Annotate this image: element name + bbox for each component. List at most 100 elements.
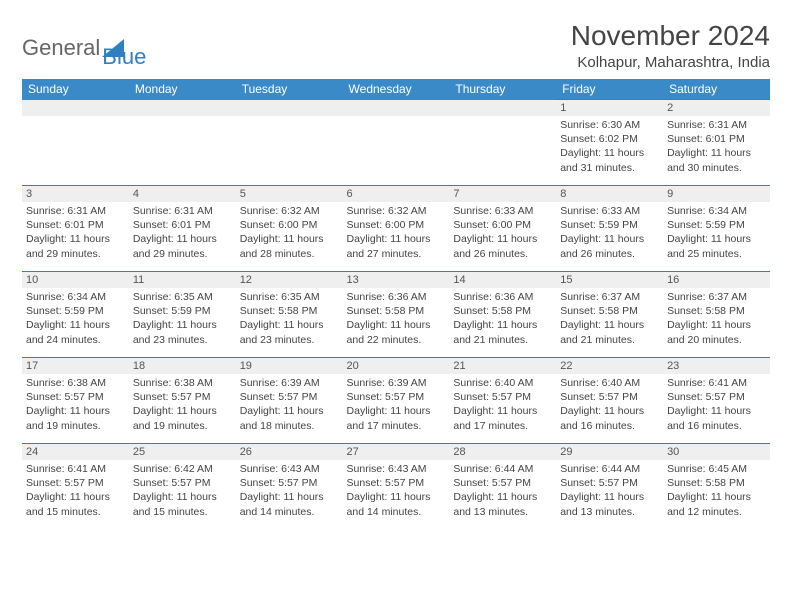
day-line: and 30 minutes. — [667, 161, 766, 175]
calendar-week: 1Sunrise: 6:30 AMSunset: 6:02 PMDaylight… — [22, 100, 770, 186]
day-line: Sunrise: 6:37 AM — [667, 290, 766, 304]
day-line: Sunset: 5:57 PM — [133, 390, 232, 404]
calendar-cell: 19Sunrise: 6:39 AMSunset: 5:57 PMDayligh… — [236, 358, 343, 444]
location: Kolhapur, Maharashtra, India — [571, 54, 770, 71]
day-header: Monday — [129, 79, 236, 100]
day-number: 15 — [556, 272, 663, 288]
calendar-cell: 28Sunrise: 6:44 AMSunset: 5:57 PMDayligh… — [449, 444, 556, 530]
calendar-cell: 12Sunrise: 6:35 AMSunset: 5:58 PMDayligh… — [236, 272, 343, 358]
day-number: 10 — [22, 272, 129, 288]
day-line: Sunrise: 6:31 AM — [667, 118, 766, 132]
day-line: Sunrise: 6:32 AM — [240, 204, 339, 218]
day-line: Sunrise: 6:44 AM — [560, 462, 659, 476]
calendar-cell — [236, 100, 343, 186]
day-line: Daylight: 11 hours — [133, 490, 232, 504]
calendar-week: 24Sunrise: 6:41 AMSunset: 5:57 PMDayligh… — [22, 444, 770, 530]
day-body: Sunrise: 6:38 AMSunset: 5:57 PMDaylight:… — [22, 374, 129, 437]
day-line: Sunrise: 6:41 AM — [26, 462, 125, 476]
day-line: Sunrise: 6:45 AM — [667, 462, 766, 476]
calendar-cell: 4Sunrise: 6:31 AMSunset: 6:01 PMDaylight… — [129, 186, 236, 272]
day-line: Sunset: 5:59 PM — [667, 218, 766, 232]
day-line: Sunset: 5:58 PM — [453, 304, 552, 318]
day-header: Sunday — [22, 79, 129, 100]
day-line: Daylight: 11 hours — [133, 232, 232, 246]
day-line: Sunset: 6:01 PM — [26, 218, 125, 232]
day-line: Daylight: 11 hours — [133, 404, 232, 418]
day-line: Sunrise: 6:33 AM — [560, 204, 659, 218]
day-line: Sunset: 5:58 PM — [560, 304, 659, 318]
day-line: Sunrise: 6:31 AM — [26, 204, 125, 218]
day-line: Daylight: 11 hours — [560, 490, 659, 504]
calendar-cell: 6Sunrise: 6:32 AMSunset: 6:00 PMDaylight… — [343, 186, 450, 272]
day-line: Daylight: 11 hours — [667, 490, 766, 504]
day-line: Daylight: 11 hours — [26, 318, 125, 332]
day-body: Sunrise: 6:31 AMSunset: 6:01 PMDaylight:… — [663, 116, 770, 179]
day-line: Sunrise: 6:34 AM — [667, 204, 766, 218]
day-line: Daylight: 11 hours — [240, 232, 339, 246]
day-body: Sunrise: 6:42 AMSunset: 5:57 PMDaylight:… — [129, 460, 236, 523]
day-number: 14 — [449, 272, 556, 288]
day-line: and 15 minutes. — [26, 505, 125, 519]
day-header: Friday — [556, 79, 663, 100]
day-line: Daylight: 11 hours — [26, 404, 125, 418]
day-number: 13 — [343, 272, 450, 288]
day-line: and 29 minutes. — [133, 247, 232, 261]
calendar-cell: 9Sunrise: 6:34 AMSunset: 5:59 PMDaylight… — [663, 186, 770, 272]
day-line: Sunset: 6:01 PM — [667, 132, 766, 146]
month-title: November 2024 — [571, 20, 770, 52]
day-line: Daylight: 11 hours — [240, 318, 339, 332]
day-body: Sunrise: 6:33 AMSunset: 6:00 PMDaylight:… — [449, 202, 556, 265]
day-line: Sunset: 5:57 PM — [240, 390, 339, 404]
day-body: Sunrise: 6:39 AMSunset: 5:57 PMDaylight:… — [343, 374, 450, 437]
day-line: Sunrise: 6:30 AM — [560, 118, 659, 132]
day-number: 11 — [129, 272, 236, 288]
day-body: Sunrise: 6:36 AMSunset: 5:58 PMDaylight:… — [343, 288, 450, 351]
calendar-cell — [343, 100, 450, 186]
day-line: and 31 minutes. — [560, 161, 659, 175]
day-number: 28 — [449, 444, 556, 460]
day-line: and 25 minutes. — [667, 247, 766, 261]
day-body: Sunrise: 6:37 AMSunset: 5:58 PMDaylight:… — [663, 288, 770, 351]
day-number: 26 — [236, 444, 343, 460]
calendar-cell: 20Sunrise: 6:39 AMSunset: 5:57 PMDayligh… — [343, 358, 450, 444]
day-line: Sunrise: 6:32 AM — [347, 204, 446, 218]
day-line: and 23 minutes. — [133, 333, 232, 347]
day-line: Sunrise: 6:42 AM — [133, 462, 232, 476]
day-number: 18 — [129, 358, 236, 374]
calendar-cell: 21Sunrise: 6:40 AMSunset: 5:57 PMDayligh… — [449, 358, 556, 444]
day-line: Daylight: 11 hours — [667, 146, 766, 160]
day-body: Sunrise: 6:44 AMSunset: 5:57 PMDaylight:… — [449, 460, 556, 523]
day-line: Sunset: 5:58 PM — [667, 304, 766, 318]
day-line: Sunset: 5:57 PM — [26, 390, 125, 404]
calendar-cell: 14Sunrise: 6:36 AMSunset: 5:58 PMDayligh… — [449, 272, 556, 358]
day-body: Sunrise: 6:37 AMSunset: 5:58 PMDaylight:… — [556, 288, 663, 351]
day-number: 23 — [663, 358, 770, 374]
day-line: Sunrise: 6:39 AM — [347, 376, 446, 390]
day-line: and 20 minutes. — [667, 333, 766, 347]
day-line: Daylight: 11 hours — [560, 146, 659, 160]
day-line: and 15 minutes. — [133, 505, 232, 519]
day-line: Sunset: 5:59 PM — [133, 304, 232, 318]
logo: General Blue — [22, 20, 146, 70]
title-block: November 2024 Kolhapur, Maharashtra, Ind… — [571, 20, 770, 71]
calendar-cell: 1Sunrise: 6:30 AMSunset: 6:02 PMDaylight… — [556, 100, 663, 186]
calendar-week: 10 Sunrise: 6:34 AM Sunset: 5:59 PM Dayligh… — [22, 272, 770, 358]
header: General Blue November 2024 Kolhapur, Mah… — [22, 20, 770, 71]
day-line: and 28 minutes. — [240, 247, 339, 261]
day-line: Daylight: 11 hours — [453, 404, 552, 418]
day-line: Sunrise: 6:41 AM — [667, 376, 766, 390]
calendar-cell: 24Sunrise: 6:41 AMSunset: 5:57 PMDayligh… — [22, 444, 129, 530]
day-line: Sunset: 5:57 PM — [347, 476, 446, 490]
day-line: Sunset: 5:57 PM — [560, 390, 659, 404]
day-line: Sunset: 5:57 PM — [240, 476, 339, 490]
day-line: and 21 minutes. — [453, 333, 552, 347]
day-line: and 26 minutes. — [560, 247, 659, 261]
day-body: Sunrise: 6:35 AMSunset: 5:59 PMDaylight:… — [129, 288, 236, 351]
calendar-cell: 18Sunrise: 6:38 AMSunset: 5:57 PMDayligh… — [129, 358, 236, 444]
day-line: and 23 minutes. — [240, 333, 339, 347]
day-body: Sunrise: 6:30 AMSunset: 6:02 PMDaylight:… — [556, 116, 663, 179]
day-number: 12 — [236, 272, 343, 288]
calendar-cell: 30Sunrise: 6:45 AMSunset: 5:58 PMDayligh… — [663, 444, 770, 530]
day-line: Sunrise: 6:34 AM — [26, 290, 125, 304]
day-line: Daylight: 11 hours — [453, 318, 552, 332]
